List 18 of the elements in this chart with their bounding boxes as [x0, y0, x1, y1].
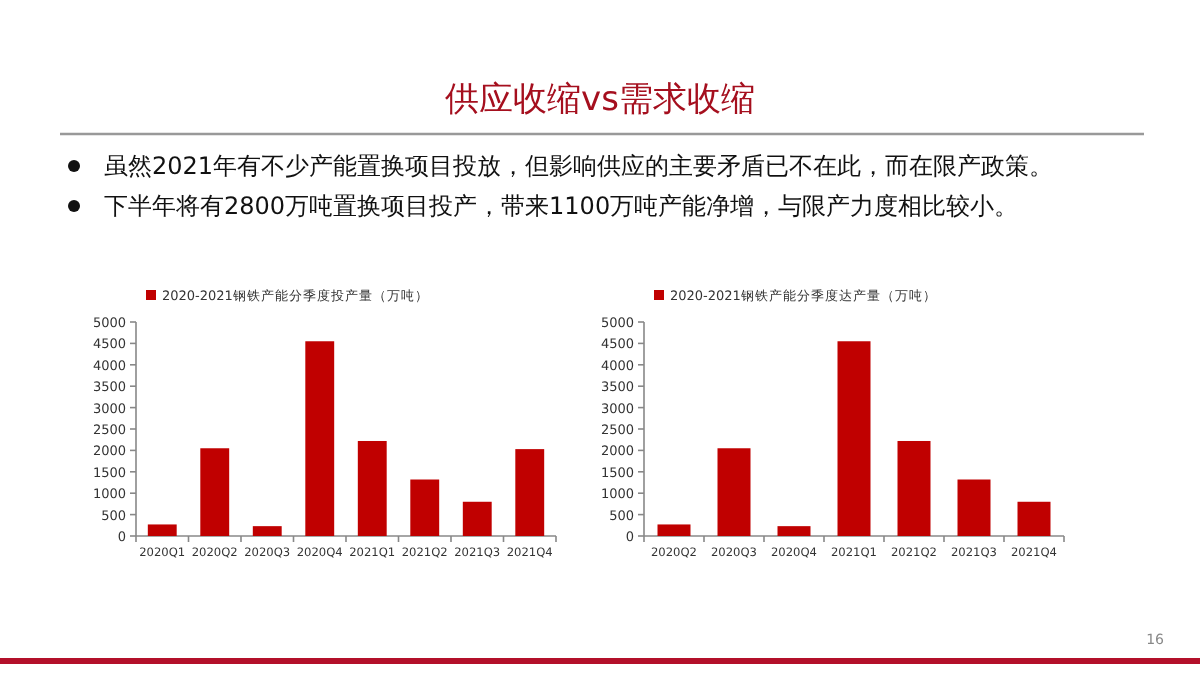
text: 供应收缩vs需求收缩: [445, 80, 755, 120]
bar: [837, 341, 871, 536]
bar: [252, 526, 282, 536]
bar: [305, 341, 335, 536]
bar: [357, 440, 387, 536]
bar: [515, 449, 545, 536]
bar: [462, 501, 492, 536]
text: 下半年将有2800万吨置换项目投产，带来1100万吨产能净增，与限产力度相比较小。: [104, 192, 1019, 220]
bar: [897, 440, 931, 536]
bar: [777, 526, 811, 536]
bar: [147, 524, 177, 536]
text: 虽然2021年有不少产能置换项目投放，但影响供应的主要矛盾已不在此，而在限产政策。: [104, 152, 1054, 180]
bar: [410, 479, 440, 536]
bar: [657, 524, 691, 536]
bar: [200, 448, 230, 536]
bar: [957, 479, 991, 536]
bar: [717, 448, 751, 536]
bar: [1017, 501, 1051, 536]
